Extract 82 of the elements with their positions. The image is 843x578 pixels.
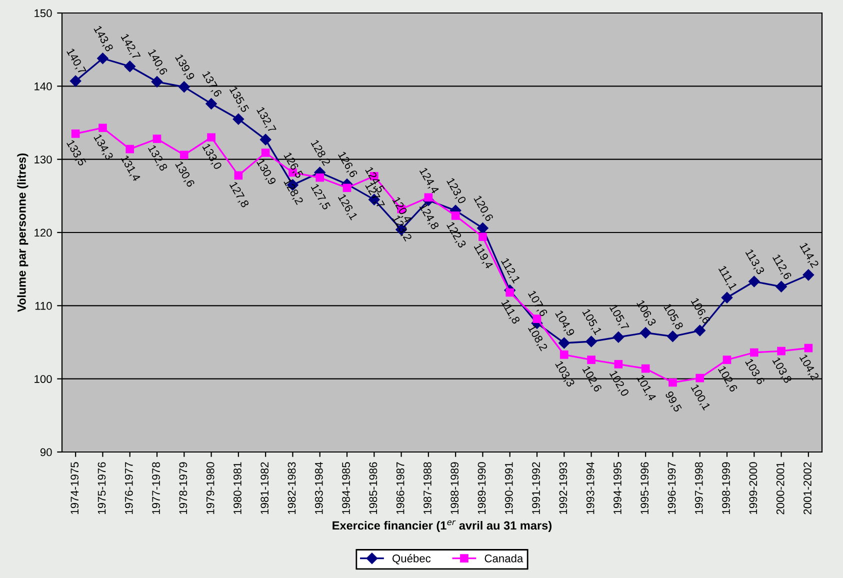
x-tick-label: 1999-2000 (749, 462, 758, 514)
x-tick-label: 1979-1980 (206, 462, 214, 514)
x-tick-label: 1990-1991 (504, 462, 513, 514)
point (721, 292, 733, 304)
x-tick-label: 1998-1999 (722, 462, 730, 514)
y-tick-label: 150 (34, 9, 52, 18)
x-tick-label: 1984-1985 (342, 462, 350, 514)
point (776, 281, 787, 292)
point (478, 232, 487, 242)
x-tick-label: 1995-1996 (640, 462, 649, 514)
point (424, 193, 433, 202)
legend-label: Québec (392, 554, 431, 564)
point (477, 222, 488, 234)
x-axis-title: Exercice financier (1$^{er}$ avril au 31 mars) (332, 520, 552, 532)
x-tick-label: 2001-2002 (804, 462, 812, 514)
point (641, 364, 650, 373)
y-tick-label: 90 (40, 448, 52, 456)
x-tick-label: 1978-1979 (179, 462, 188, 514)
point (98, 124, 107, 132)
point (232, 113, 244, 125)
x-tick-label: 1983-1984 (314, 462, 323, 514)
y-tick-label: 140 (34, 82, 52, 90)
y-axis-title: Volume par personne (litres) (17, 153, 28, 312)
point (640, 327, 652, 338)
point (750, 348, 758, 357)
point (152, 134, 162, 144)
point (587, 356, 596, 364)
point (70, 75, 82, 87)
point (667, 330, 678, 342)
point (97, 52, 108, 64)
point (586, 336, 597, 348)
x-tick-label: 1982-1983 (288, 462, 296, 514)
x-tick-label: 1987-1988 (424, 462, 432, 514)
point (802, 269, 814, 281)
x-tick-label: 1985-1986 (369, 462, 378, 514)
x-tick-label: 1994-1995 (614, 462, 622, 514)
legend-label: Canada (484, 554, 524, 562)
x-tick-label: 1980-1981 (234, 462, 242, 514)
point (560, 350, 568, 359)
point (234, 171, 243, 180)
y-tick-label: 100 (34, 375, 52, 383)
point (261, 148, 270, 157)
x-tick-label: 1996-1997 (668, 462, 676, 514)
point (151, 76, 163, 88)
point (748, 276, 760, 288)
point (668, 378, 677, 387)
point (260, 134, 272, 146)
point (180, 150, 188, 160)
point (71, 130, 80, 138)
point (342, 184, 352, 192)
point (614, 360, 623, 368)
x-tick-label: 1977-1978 (152, 462, 160, 514)
point (178, 81, 190, 93)
x-tick-label: 1992-1993 (559, 462, 568, 514)
y-tick-label: 110 (35, 302, 52, 310)
point (722, 356, 732, 364)
point (451, 212, 460, 220)
point (316, 173, 324, 182)
point (696, 374, 704, 382)
point (777, 346, 786, 356)
y-tick-label: 130 (34, 156, 52, 164)
x-tick-label: 1981-1982 (260, 462, 269, 514)
point (126, 144, 134, 154)
x-tick-label: 1989-1990 (478, 462, 486, 514)
x-tick-label: 1988-1989 (450, 462, 459, 514)
point (506, 288, 514, 297)
x-tick-label: 1974-1975 (70, 462, 79, 514)
x-tick-label: 1993-1994 (586, 462, 594, 514)
x-tick-label: 1986-1987 (396, 462, 404, 514)
point (206, 98, 217, 110)
x-tick-label: 1975-1976 (98, 462, 106, 514)
point (124, 60, 136, 72)
x-tick-label: 2000-2001 (776, 462, 784, 514)
x-tick-label: 1997-1998 (694, 462, 703, 514)
point (612, 332, 624, 343)
point (804, 344, 813, 352)
point (207, 133, 216, 142)
x-tick-label: 1991-1992 (532, 462, 540, 514)
point (694, 324, 706, 336)
y-tick-label: 120 (34, 228, 52, 237)
point (558, 337, 570, 349)
x-tick-label: 1976-1977 (124, 462, 133, 514)
